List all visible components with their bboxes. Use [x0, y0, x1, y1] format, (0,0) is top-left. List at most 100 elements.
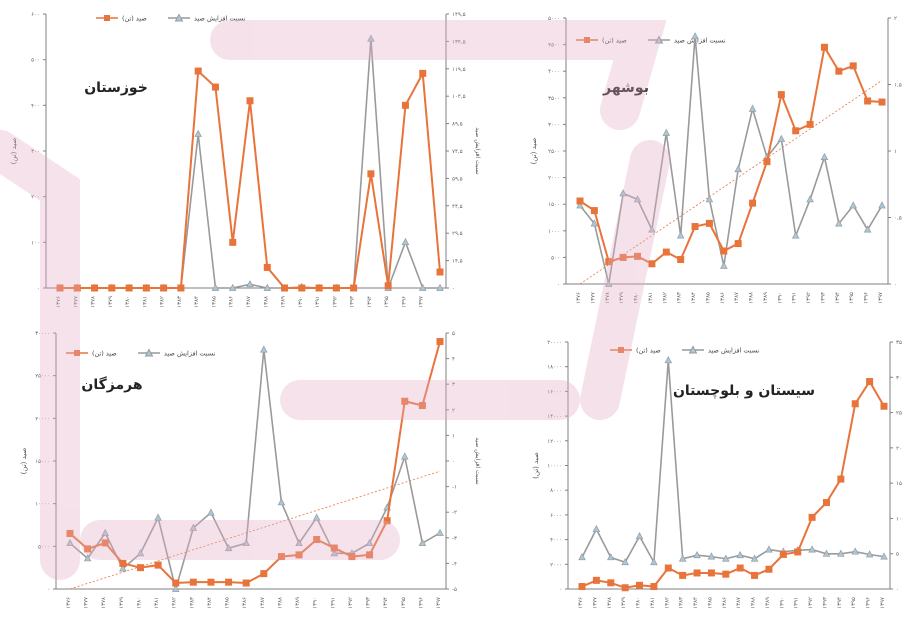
x-tick-label: ۱۳۹۶	[864, 292, 870, 304]
x-tick-label: ۱۳۸۴	[693, 597, 699, 609]
y-tick-label: ۰	[557, 282, 560, 288]
x-tick-label: ۱۳۸۶	[229, 296, 235, 308]
chart-title: هرمزگان	[81, 376, 142, 393]
y2-axis-title: نسبت افزایش صید	[474, 437, 481, 485]
x-tick-label: ۱۳۸۳	[679, 597, 685, 609]
y2-tick-label: -۳	[452, 536, 457, 542]
catch-point	[794, 548, 802, 556]
y-tick-label: ۴۵۰۰	[548, 43, 560, 49]
catch-point	[851, 400, 859, 408]
catch-point	[419, 69, 427, 77]
ratio-point	[705, 195, 714, 203]
ratio-point	[365, 538, 374, 547]
x-tick-label: ۱۳۸۶	[722, 597, 728, 609]
catch-point	[590, 207, 598, 215]
catch-point	[401, 397, 409, 405]
ratio-point	[578, 553, 586, 561]
catch-point	[619, 253, 627, 261]
catch-point	[277, 553, 285, 561]
legend-catch-swatch-marker	[584, 37, 590, 43]
y-tick-label: ۱۰۰۰۰	[547, 464, 562, 470]
catch-point	[246, 97, 254, 105]
x-tick-label: ۱۳۸۱	[648, 292, 654, 304]
ratio-point	[260, 345, 268, 353]
x-tick-label: ۱۳۹۱	[330, 597, 336, 609]
y-tick-label: ۴۰۰۰	[550, 538, 562, 544]
x-tick-label: ۱۳۹۰	[298, 296, 304, 308]
catch-point	[119, 559, 127, 567]
ratio-point	[835, 219, 843, 227]
catch-point	[693, 569, 701, 577]
ratio-point	[633, 195, 642, 203]
series-ratio-line	[579, 36, 883, 285]
x-tick-label: ۱۳۹۲	[348, 597, 354, 609]
catch-point	[677, 256, 685, 264]
catch-point	[207, 578, 215, 586]
legend-catch-label: صید (تن)	[92, 350, 117, 358]
legend-ratio-swatch-marker	[688, 345, 698, 354]
catch-point	[837, 475, 845, 483]
chart-1: ۰ ۱۰۰ ۲۰۰ ۳۰۰ ۴۰۰ ۵۰۰ ۶۰۰ ۰ ۱۴,۵ ۲۹,۵ ۴۴,۵ ۵۹,۵ ۷۴,۵…	[10, 12, 481, 308]
catch-point	[418, 402, 426, 410]
x-tick-label: ۱۳۹۶	[401, 296, 407, 308]
x-tick-label: ۱۳۹۳	[822, 597, 828, 609]
series-catch-line	[579, 44, 883, 265]
ratio-point	[246, 280, 254, 288]
catch-point	[91, 284, 99, 292]
y-tick-label: ۲۰۰۰	[550, 562, 562, 568]
catch-point	[765, 565, 773, 573]
y-tick-label: ۱۵۰۰۰	[35, 459, 50, 465]
y-axis-title: صید (تن)	[10, 138, 18, 165]
legend-ratio-label: نسبت افزایش صید	[194, 15, 246, 23]
x-tick-label: ۱۳۸۸	[277, 597, 283, 609]
catch-point	[634, 252, 642, 260]
x-tick-label: ۱۳۸۴	[691, 292, 697, 304]
ratio-point	[777, 134, 786, 142]
ratio-point	[736, 550, 744, 559]
legend-catch-label: صید (تن)	[602, 37, 627, 45]
catch-point	[607, 579, 615, 587]
catch-point	[383, 517, 391, 525]
ratio-point	[676, 231, 685, 239]
catch-point	[348, 553, 356, 561]
legend-ratio-swatch-marker	[174, 13, 184, 22]
x-tick-label: ۱۳۸۲	[662, 292, 668, 304]
ratio-point	[242, 538, 250, 547]
x-tick-label: ۱۳۷۹	[619, 292, 625, 304]
y2-tick-label: ۵	[452, 331, 455, 337]
catch-point	[734, 240, 742, 248]
x-tick-label: ۱۳۹۵	[851, 597, 857, 609]
y2-tick-label: ۰	[452, 286, 455, 292]
x-tick-label: ۱۳۸۲	[172, 597, 178, 609]
ratio-point	[849, 201, 858, 209]
legend-ratio-label: نسبت افزایش صید	[674, 37, 726, 45]
x-tick-label: ۱۳۸۷	[736, 597, 742, 609]
ratio-point	[822, 549, 831, 557]
y2-tick-label: ۲	[894, 16, 897, 22]
y2-tick-label: -۵	[452, 587, 457, 593]
ratio-point	[662, 128, 671, 136]
x-tick-label: ۱۳۹۷	[880, 597, 886, 609]
legend-catch-swatch-marker	[618, 347, 624, 353]
ratio-point	[650, 558, 658, 566]
catch-point	[720, 247, 728, 255]
x-tick-label: ۱۳۹۱	[792, 292, 798, 304]
y2-tick-label: ۰	[896, 587, 899, 593]
catch-point	[650, 583, 658, 591]
catch-point	[225, 578, 233, 586]
series-catch-line	[69, 341, 441, 585]
x-tick-label: ۱۳۷۷	[84, 597, 90, 609]
catch-point	[636, 581, 644, 589]
x-tick-label: ۱۳۹۴	[367, 296, 373, 308]
x-tick-label: ۱۳۸۷	[734, 292, 740, 304]
catch-point	[605, 258, 613, 266]
x-tick-label: ۱۳۸۴	[194, 296, 200, 308]
y2-tick-label: ۱	[894, 149, 897, 155]
ratio-point	[590, 219, 599, 227]
ratio-point	[635, 531, 644, 540]
ratio-point	[66, 538, 74, 547]
catch-point	[866, 378, 874, 386]
catch-point	[172, 579, 180, 587]
ratio-point	[418, 283, 427, 291]
y-tick-label: ۱۵۰۰	[548, 202, 560, 208]
